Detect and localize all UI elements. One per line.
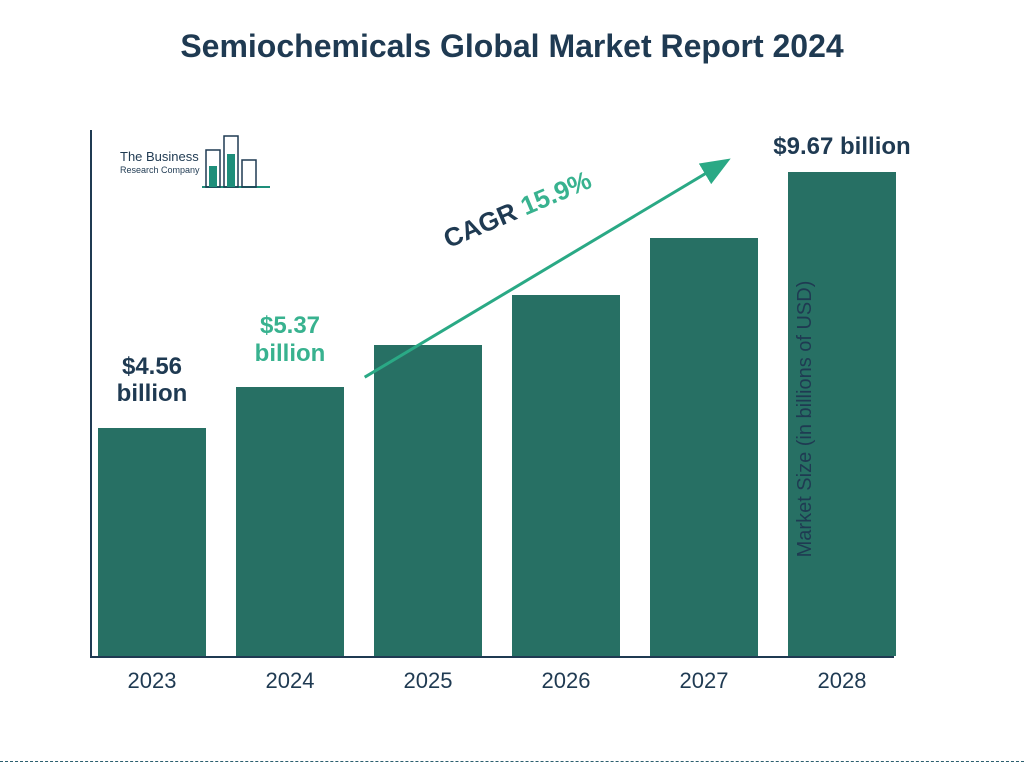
bar-2027 (650, 238, 758, 656)
bar-2026 (512, 295, 620, 656)
value-label-2023: $4.56billion (98, 353, 206, 408)
chart-area: 202320242025202620272028$4.56billion$5.3… (90, 130, 934, 708)
bottom-divider (0, 761, 1024, 762)
chart-title-text: Semiochemicals Global Market Report 2024 (180, 28, 843, 64)
bar-2025 (374, 345, 482, 656)
cagr-label: CAGR 15.9% (439, 164, 596, 254)
x-label-2028: 2028 (441, 668, 1024, 694)
value-label-2028: $9.67 billion (758, 133, 926, 161)
bar-2024 (236, 387, 344, 656)
y-axis-label: Market Size (in billions of USD) (794, 281, 817, 558)
chart-title: Semiochemicals Global Market Report 2024 (0, 28, 1024, 65)
chart-plot: 202320242025202620272028$4.56billion$5.3… (90, 130, 894, 658)
value-label-2024: $5.37billion (236, 312, 344, 367)
bar-2023 (98, 428, 206, 656)
